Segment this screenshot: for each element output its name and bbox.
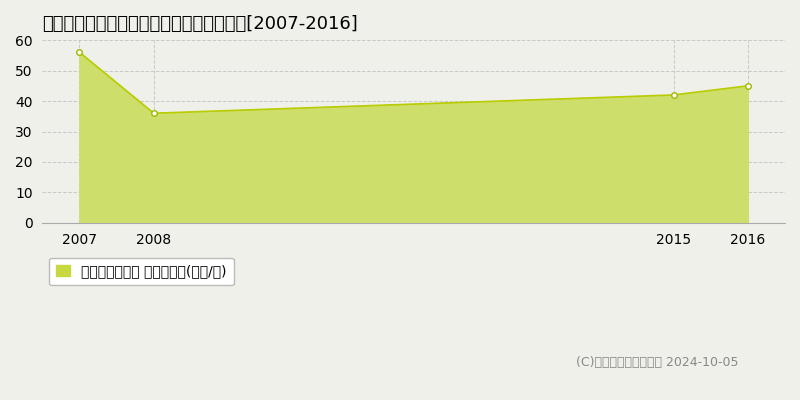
- Legend: マンション価格 平均坪単価(万円/坪): マンション価格 平均坪単価(万円/坪): [50, 258, 234, 286]
- Text: (C)土地価格ドットコム 2024-10-05: (C)土地価格ドットコム 2024-10-05: [576, 356, 738, 368]
- Text: 南埼玉郡宮代町宮代　マンション価格推移[2007-2016]: 南埼玉郡宮代町宮代 マンション価格推移[2007-2016]: [42, 15, 358, 33]
